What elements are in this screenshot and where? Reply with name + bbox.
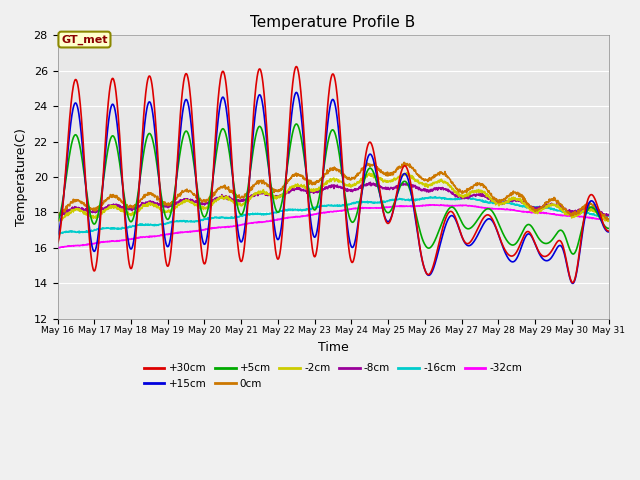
Line: -2cm: -2cm bbox=[58, 173, 609, 221]
-16cm bbox=[431, 194, 439, 200]
+15cm bbox=[287, 115, 295, 120]
-8cm bbox=[299, 187, 307, 193]
0cm bbox=[97, 203, 104, 208]
+5cm bbox=[309, 205, 317, 211]
0cm bbox=[54, 211, 61, 216]
Line: 0cm: 0cm bbox=[58, 162, 609, 220]
X-axis label: Time: Time bbox=[317, 341, 348, 354]
+30cm bbox=[54, 240, 61, 246]
Line: +15cm: +15cm bbox=[58, 93, 609, 283]
-16cm bbox=[288, 207, 296, 213]
+15cm bbox=[605, 229, 612, 235]
-2cm bbox=[287, 184, 295, 190]
+30cm bbox=[300, 117, 307, 122]
Line: -32cm: -32cm bbox=[58, 205, 609, 248]
Y-axis label: Temperature(C): Temperature(C) bbox=[15, 128, 28, 226]
Title: Temperature Profile B: Temperature Profile B bbox=[250, 15, 415, 30]
+15cm bbox=[97, 214, 104, 219]
+15cm bbox=[309, 231, 317, 237]
-16cm bbox=[97, 226, 104, 232]
Legend: +30cm, +15cm, +5cm, 0cm, -2cm, -8cm, -16cm, -32cm: +30cm, +15cm, +5cm, 0cm, -2cm, -8cm, -16… bbox=[140, 360, 527, 393]
+30cm bbox=[97, 220, 104, 226]
-16cm bbox=[54, 230, 61, 236]
-2cm bbox=[403, 170, 410, 176]
+30cm bbox=[287, 96, 295, 101]
-16cm bbox=[300, 207, 307, 213]
-32cm bbox=[97, 239, 104, 245]
0cm bbox=[367, 163, 375, 168]
-16cm bbox=[309, 205, 317, 211]
-16cm bbox=[119, 225, 127, 231]
0cm bbox=[605, 216, 612, 222]
+5cm bbox=[300, 146, 307, 152]
Text: GT_met: GT_met bbox=[61, 35, 108, 45]
-8cm bbox=[367, 180, 374, 185]
-32cm bbox=[54, 245, 61, 251]
-8cm bbox=[119, 204, 127, 210]
-8cm bbox=[367, 181, 375, 187]
+15cm bbox=[54, 233, 61, 239]
-8cm bbox=[605, 213, 612, 218]
-32cm bbox=[54, 245, 61, 251]
+30cm bbox=[568, 280, 576, 286]
-2cm bbox=[97, 211, 104, 217]
-2cm bbox=[367, 173, 375, 179]
-2cm bbox=[299, 184, 307, 190]
-32cm bbox=[300, 213, 307, 219]
Line: -8cm: -8cm bbox=[58, 182, 609, 216]
+15cm bbox=[300, 132, 307, 138]
-32cm bbox=[309, 212, 317, 217]
-8cm bbox=[97, 208, 104, 214]
-2cm bbox=[604, 218, 612, 224]
-16cm bbox=[605, 213, 612, 219]
-32cm bbox=[288, 214, 296, 220]
Line: +5cm: +5cm bbox=[58, 124, 609, 254]
-8cm bbox=[287, 187, 295, 192]
+15cm bbox=[119, 182, 127, 188]
-2cm bbox=[119, 208, 127, 214]
0cm bbox=[603, 217, 611, 223]
-8cm bbox=[54, 211, 61, 217]
0cm bbox=[287, 175, 295, 181]
+30cm bbox=[309, 250, 317, 255]
-2cm bbox=[605, 217, 612, 223]
-16cm bbox=[54, 231, 61, 237]
+5cm bbox=[119, 181, 127, 187]
0cm bbox=[119, 200, 127, 206]
0cm bbox=[400, 159, 408, 165]
+30cm bbox=[292, 64, 300, 70]
+15cm bbox=[569, 280, 577, 286]
+30cm bbox=[605, 228, 612, 234]
-2cm bbox=[308, 188, 316, 194]
+5cm bbox=[605, 226, 612, 231]
-16cm bbox=[367, 200, 375, 205]
+5cm bbox=[287, 136, 295, 142]
-32cm bbox=[426, 202, 433, 208]
-32cm bbox=[119, 238, 127, 243]
-2cm bbox=[54, 217, 61, 223]
+5cm bbox=[367, 166, 375, 172]
-32cm bbox=[367, 205, 375, 211]
Line: -16cm: -16cm bbox=[58, 197, 609, 234]
+30cm bbox=[367, 141, 375, 147]
-8cm bbox=[603, 213, 611, 219]
+5cm bbox=[292, 121, 300, 127]
+15cm bbox=[367, 152, 375, 158]
+5cm bbox=[54, 218, 61, 224]
+5cm bbox=[97, 201, 104, 206]
0cm bbox=[299, 173, 307, 179]
-8cm bbox=[308, 189, 316, 194]
+30cm bbox=[119, 180, 127, 185]
+15cm bbox=[292, 90, 300, 96]
+5cm bbox=[570, 251, 577, 257]
Line: +30cm: +30cm bbox=[58, 67, 609, 283]
0cm bbox=[308, 181, 316, 187]
-32cm bbox=[605, 216, 612, 222]
